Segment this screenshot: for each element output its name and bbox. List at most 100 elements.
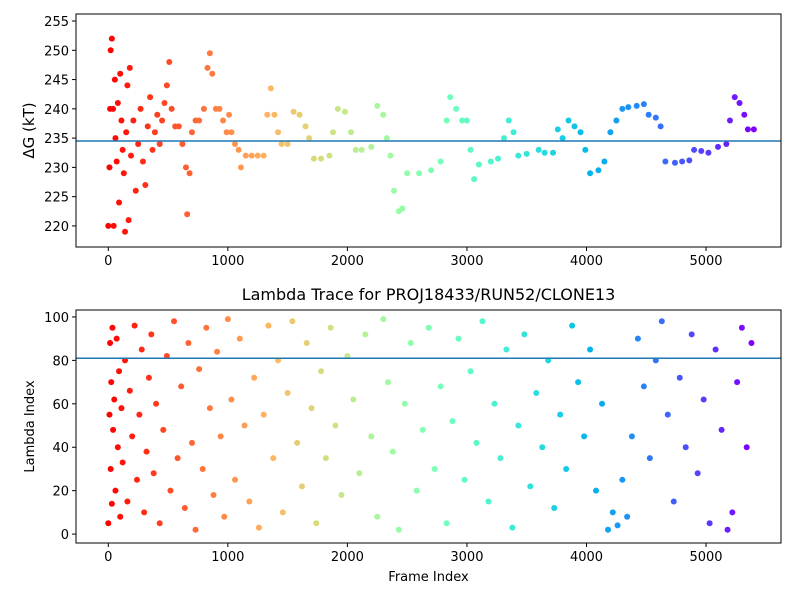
point bbox=[242, 152, 249, 159]
point bbox=[491, 400, 498, 407]
point bbox=[110, 426, 117, 433]
point bbox=[330, 129, 337, 136]
point bbox=[112, 135, 119, 142]
x-tick-label: 4000 bbox=[570, 254, 603, 269]
point bbox=[192, 526, 199, 533]
point bbox=[729, 509, 736, 516]
point bbox=[127, 152, 134, 159]
point bbox=[284, 389, 291, 396]
point bbox=[188, 439, 195, 446]
point bbox=[380, 111, 387, 118]
point bbox=[670, 498, 677, 505]
point bbox=[533, 389, 540, 396]
point bbox=[278, 140, 285, 147]
point bbox=[705, 149, 712, 156]
point bbox=[186, 170, 193, 177]
point bbox=[105, 222, 112, 229]
point bbox=[691, 146, 698, 153]
point bbox=[106, 164, 113, 171]
point bbox=[599, 400, 606, 407]
point bbox=[232, 476, 239, 483]
y-tick-label: 40 bbox=[52, 441, 69, 456]
point bbox=[640, 101, 647, 108]
point bbox=[607, 129, 614, 136]
point bbox=[185, 340, 192, 347]
point bbox=[129, 433, 136, 440]
point bbox=[123, 129, 130, 136]
point bbox=[527, 483, 534, 490]
point bbox=[322, 455, 329, 462]
point bbox=[380, 316, 387, 323]
point bbox=[374, 513, 381, 520]
point bbox=[119, 146, 126, 153]
point bbox=[217, 433, 224, 440]
point bbox=[515, 422, 522, 429]
point bbox=[167, 487, 174, 494]
point bbox=[236, 335, 243, 342]
point bbox=[743, 444, 750, 451]
point bbox=[571, 123, 578, 130]
point bbox=[634, 335, 641, 342]
point bbox=[449, 418, 456, 425]
point bbox=[182, 164, 189, 171]
point bbox=[118, 405, 125, 412]
point bbox=[467, 368, 474, 375]
point bbox=[112, 487, 119, 494]
point bbox=[264, 111, 271, 118]
point bbox=[565, 117, 572, 124]
point bbox=[148, 331, 155, 338]
point bbox=[150, 470, 157, 477]
point bbox=[232, 140, 239, 147]
point bbox=[109, 324, 116, 331]
y-tick-label: 255 bbox=[44, 15, 69, 30]
point bbox=[142, 181, 149, 188]
point bbox=[459, 117, 466, 124]
point bbox=[497, 455, 504, 462]
point bbox=[391, 187, 398, 194]
point bbox=[714, 143, 721, 150]
point bbox=[389, 448, 396, 455]
point bbox=[226, 111, 233, 118]
point bbox=[289, 318, 296, 325]
point bbox=[368, 433, 375, 440]
point bbox=[116, 368, 123, 375]
point bbox=[137, 105, 144, 112]
chart-title: Lambda Trace for PROJ18433/RUN52/CLONE13 bbox=[242, 285, 616, 304]
point bbox=[302, 123, 309, 130]
point bbox=[447, 94, 454, 101]
point bbox=[554, 126, 561, 133]
point bbox=[455, 335, 462, 342]
point bbox=[116, 199, 123, 206]
point bbox=[156, 140, 163, 147]
point bbox=[724, 526, 731, 533]
point bbox=[605, 526, 612, 533]
point bbox=[147, 94, 154, 101]
point bbox=[443, 520, 450, 527]
point bbox=[387, 152, 394, 159]
point bbox=[267, 85, 274, 92]
point bbox=[161, 99, 168, 106]
point bbox=[676, 374, 683, 381]
point bbox=[401, 400, 408, 407]
point bbox=[726, 117, 733, 124]
point bbox=[664, 411, 671, 418]
point bbox=[509, 524, 516, 531]
point bbox=[467, 146, 474, 153]
x-tick-label: 3000 bbox=[450, 254, 483, 269]
y-tick-label: 0 bbox=[61, 528, 69, 543]
point bbox=[125, 217, 132, 224]
point bbox=[106, 411, 113, 418]
y-tick-label: 80 bbox=[52, 354, 69, 369]
point bbox=[750, 126, 757, 133]
point bbox=[341, 108, 348, 115]
point bbox=[652, 114, 659, 121]
point bbox=[204, 64, 211, 71]
point bbox=[241, 422, 248, 429]
point bbox=[338, 492, 345, 499]
point bbox=[237, 164, 244, 171]
point bbox=[500, 135, 507, 142]
point bbox=[313, 520, 320, 527]
point bbox=[168, 105, 175, 112]
point bbox=[640, 383, 647, 390]
